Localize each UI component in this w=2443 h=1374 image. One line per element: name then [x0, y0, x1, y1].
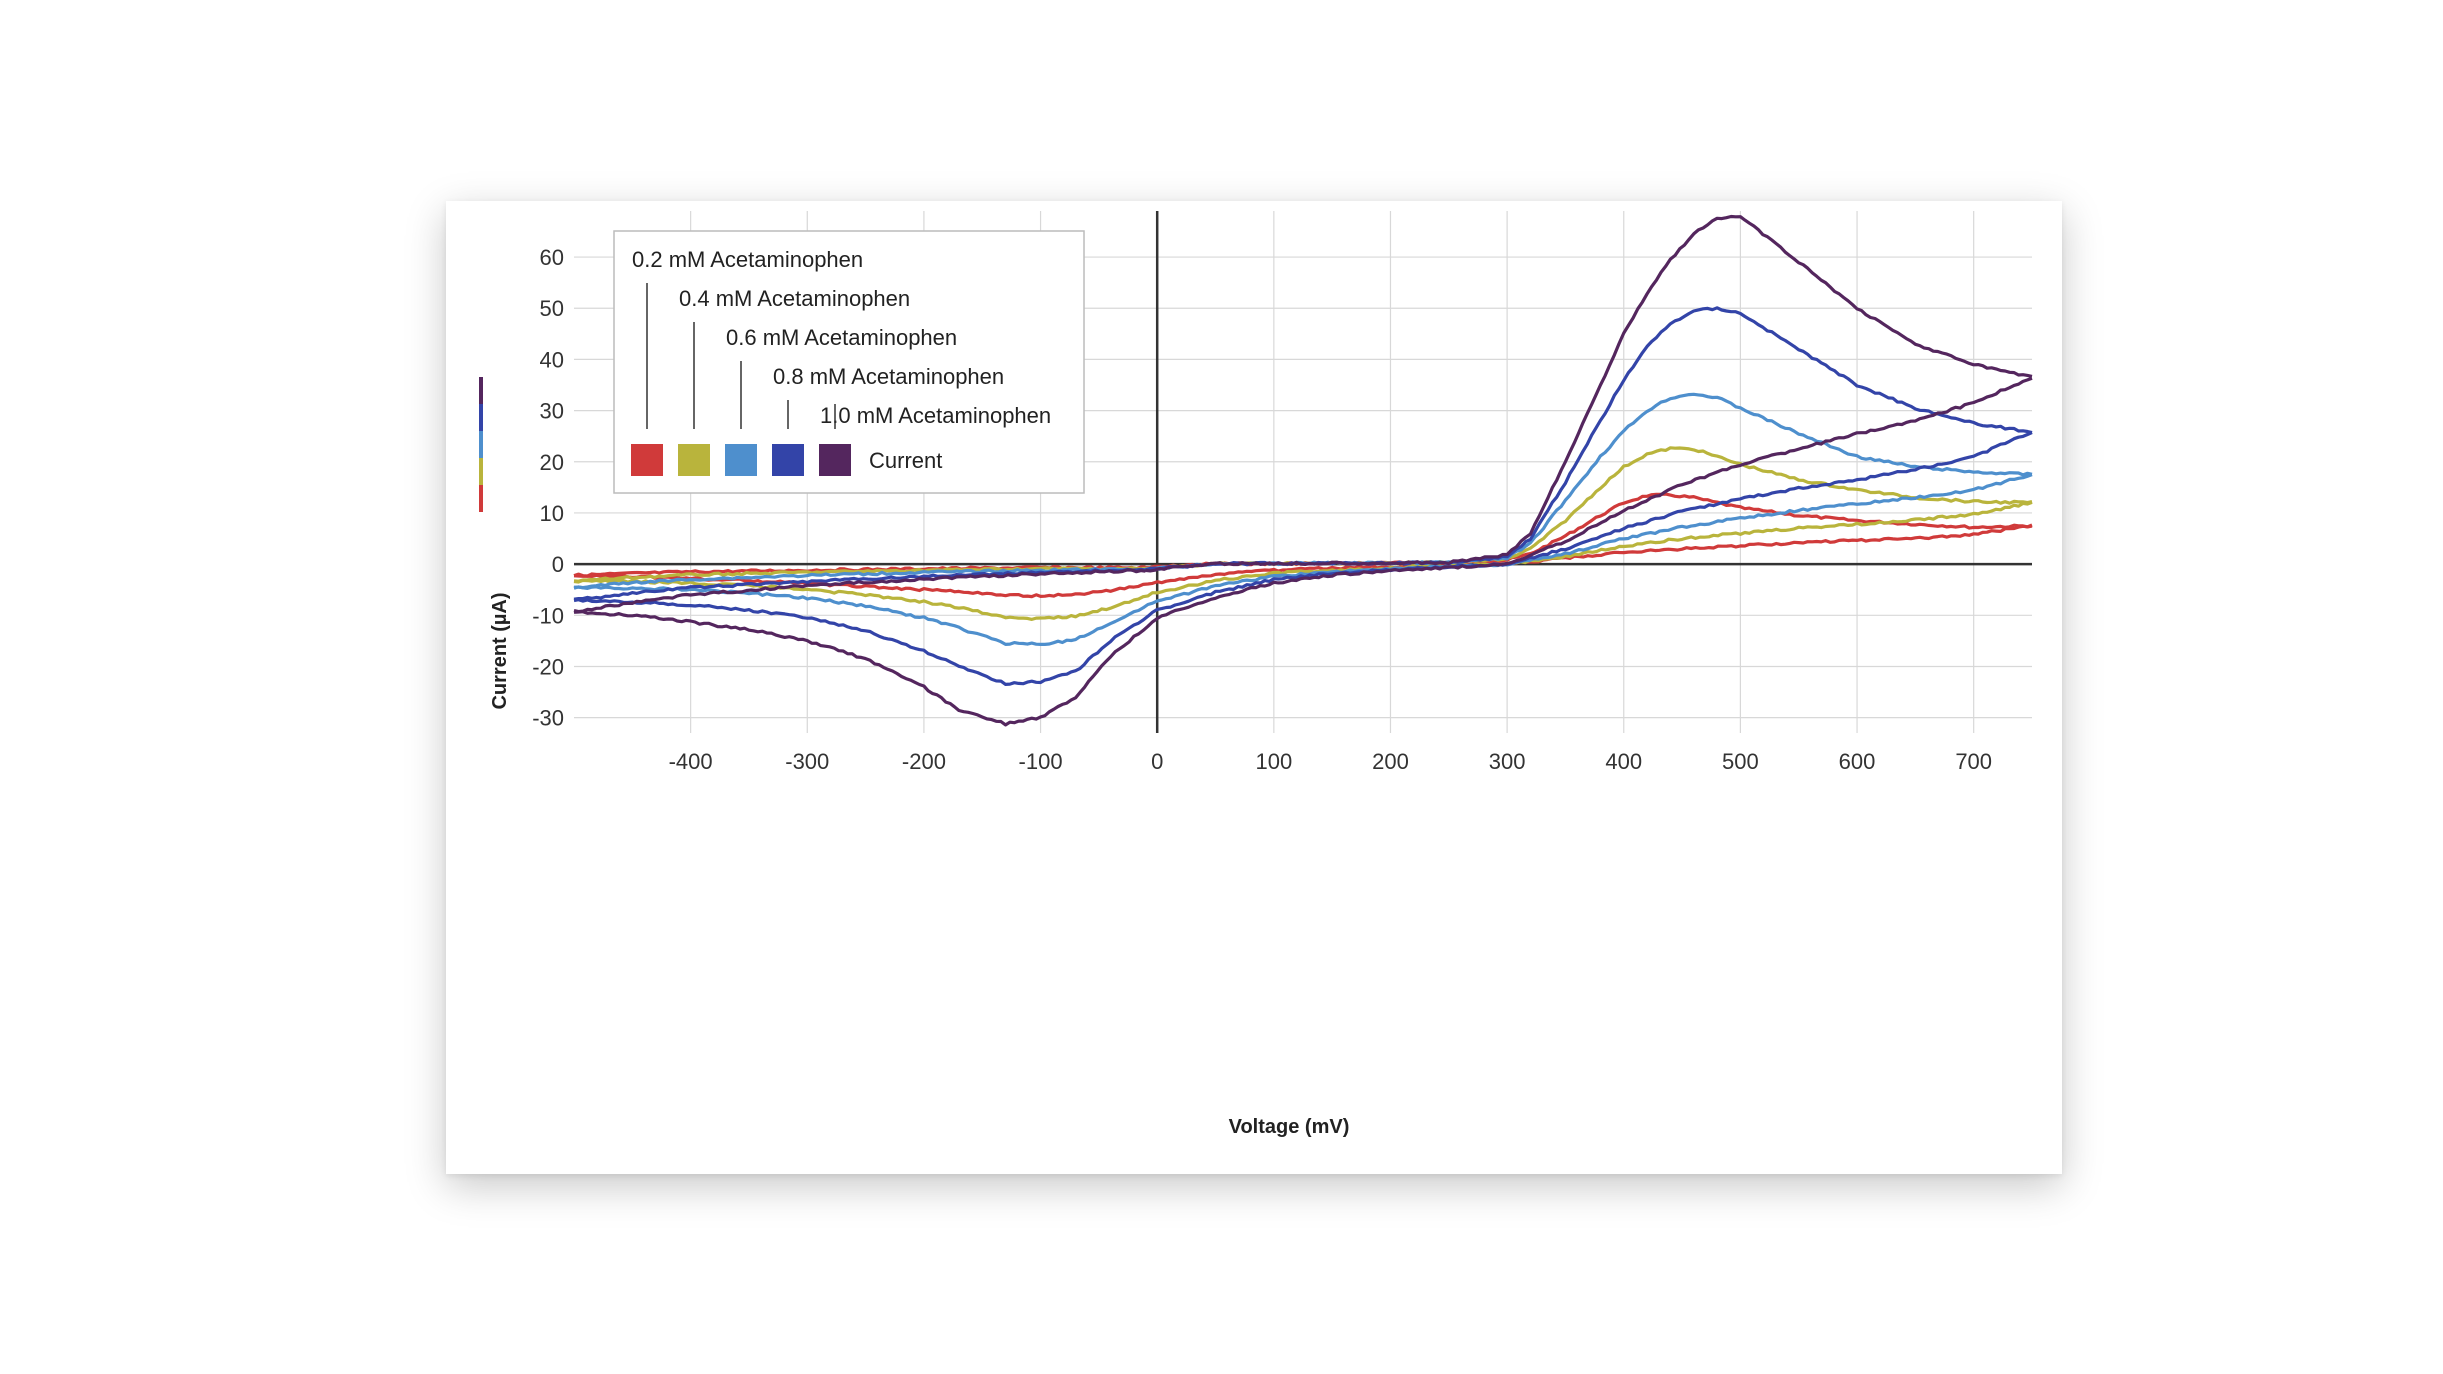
- color-key-segment: [479, 404, 483, 431]
- x-tick-label: 700: [1955, 749, 1992, 774]
- series-line-reverse: [573, 376, 2033, 727]
- legend-swatch: [819, 444, 851, 476]
- legend: 0.2 mM Acetaminophen 0.4 mM Acetaminophen…: [613, 230, 1085, 494]
- x-tick-label: 200: [1372, 749, 1409, 774]
- series-line-return: [573, 567, 1146, 590]
- series-line-return: [573, 568, 1146, 614]
- y-tick-label: 0: [552, 552, 564, 577]
- color-key-segment: [479, 377, 483, 404]
- x-tick-label: 0: [1151, 749, 1163, 774]
- color-key-segment: [479, 458, 483, 485]
- color-key-segment: [479, 485, 483, 512]
- y-tick-label: -10: [532, 603, 564, 628]
- x-tick-label: 600: [1839, 749, 1876, 774]
- y-tick-label: 40: [540, 347, 564, 372]
- legend-entry-label: 0.6 mM Acetaminophen: [726, 325, 957, 350]
- series-line-return: [573, 566, 1146, 583]
- series-5: [573, 214, 2033, 727]
- x-tick-label: 500: [1722, 749, 1759, 774]
- series-lines: [573, 214, 2033, 727]
- tick-labels: -400 -300 -200 -100 0 100 200 300 400 500 600 700-3…: [532, 245, 1992, 774]
- y-tick-label: 50: [540, 296, 564, 321]
- y-tick-label: 10: [540, 501, 564, 526]
- series-line-forward: [1145, 306, 2033, 572]
- legend-swatch: [678, 444, 710, 476]
- series-line-forward: [1145, 392, 2033, 571]
- y-axis-title: Current (µA): [489, 592, 511, 709]
- x-axis-title: Voltage (mV): [1229, 1116, 1350, 1138]
- series-line-reverse: [573, 431, 2033, 686]
- y-tick-label: 20: [540, 450, 564, 475]
- color-key-segment: [479, 431, 483, 458]
- legend-entry-label: 0.2 mM Acetaminophen: [632, 247, 863, 272]
- x-tick-label: 100: [1255, 749, 1292, 774]
- x-tick-label: 300: [1489, 749, 1526, 774]
- chart-svg: -400 -300 -200 -100 0 100 200 300 400 500 600 700-3…: [479, 211, 2033, 1138]
- chart-card: -400 -300 -200 -100 0 100 200 300 400 500 600 700 -3…: [446, 201, 2062, 1174]
- y-tick-label: 30: [540, 399, 564, 424]
- legend-entry-label: 0.8 mM Acetaminophen: [773, 364, 1004, 389]
- x-tick-label: -400: [669, 749, 713, 774]
- y-tick-label: 60: [540, 245, 564, 270]
- legend-entry-label: 1.0 mM Acetaminophen: [820, 403, 1051, 428]
- legend-title: Current: [869, 448, 942, 473]
- x-tick-label: 400: [1605, 749, 1642, 774]
- series-line-reverse: [573, 473, 2033, 646]
- x-tick-label: -100: [1019, 749, 1063, 774]
- y-tick-label: -30: [532, 706, 564, 731]
- x-tick-label: -200: [902, 749, 946, 774]
- x-tick-label: -300: [785, 749, 829, 774]
- series-line-forward: [1145, 214, 2033, 573]
- y-axis-color-key: [479, 377, 483, 512]
- legend-swatch: [631, 444, 663, 476]
- series-line-reverse: [573, 500, 2033, 621]
- y-tick-label: -20: [532, 654, 564, 679]
- legend-entry-label: 0.4 mM Acetaminophen: [679, 286, 910, 311]
- legend-swatch: [725, 444, 757, 476]
- legend-swatch: [772, 444, 804, 476]
